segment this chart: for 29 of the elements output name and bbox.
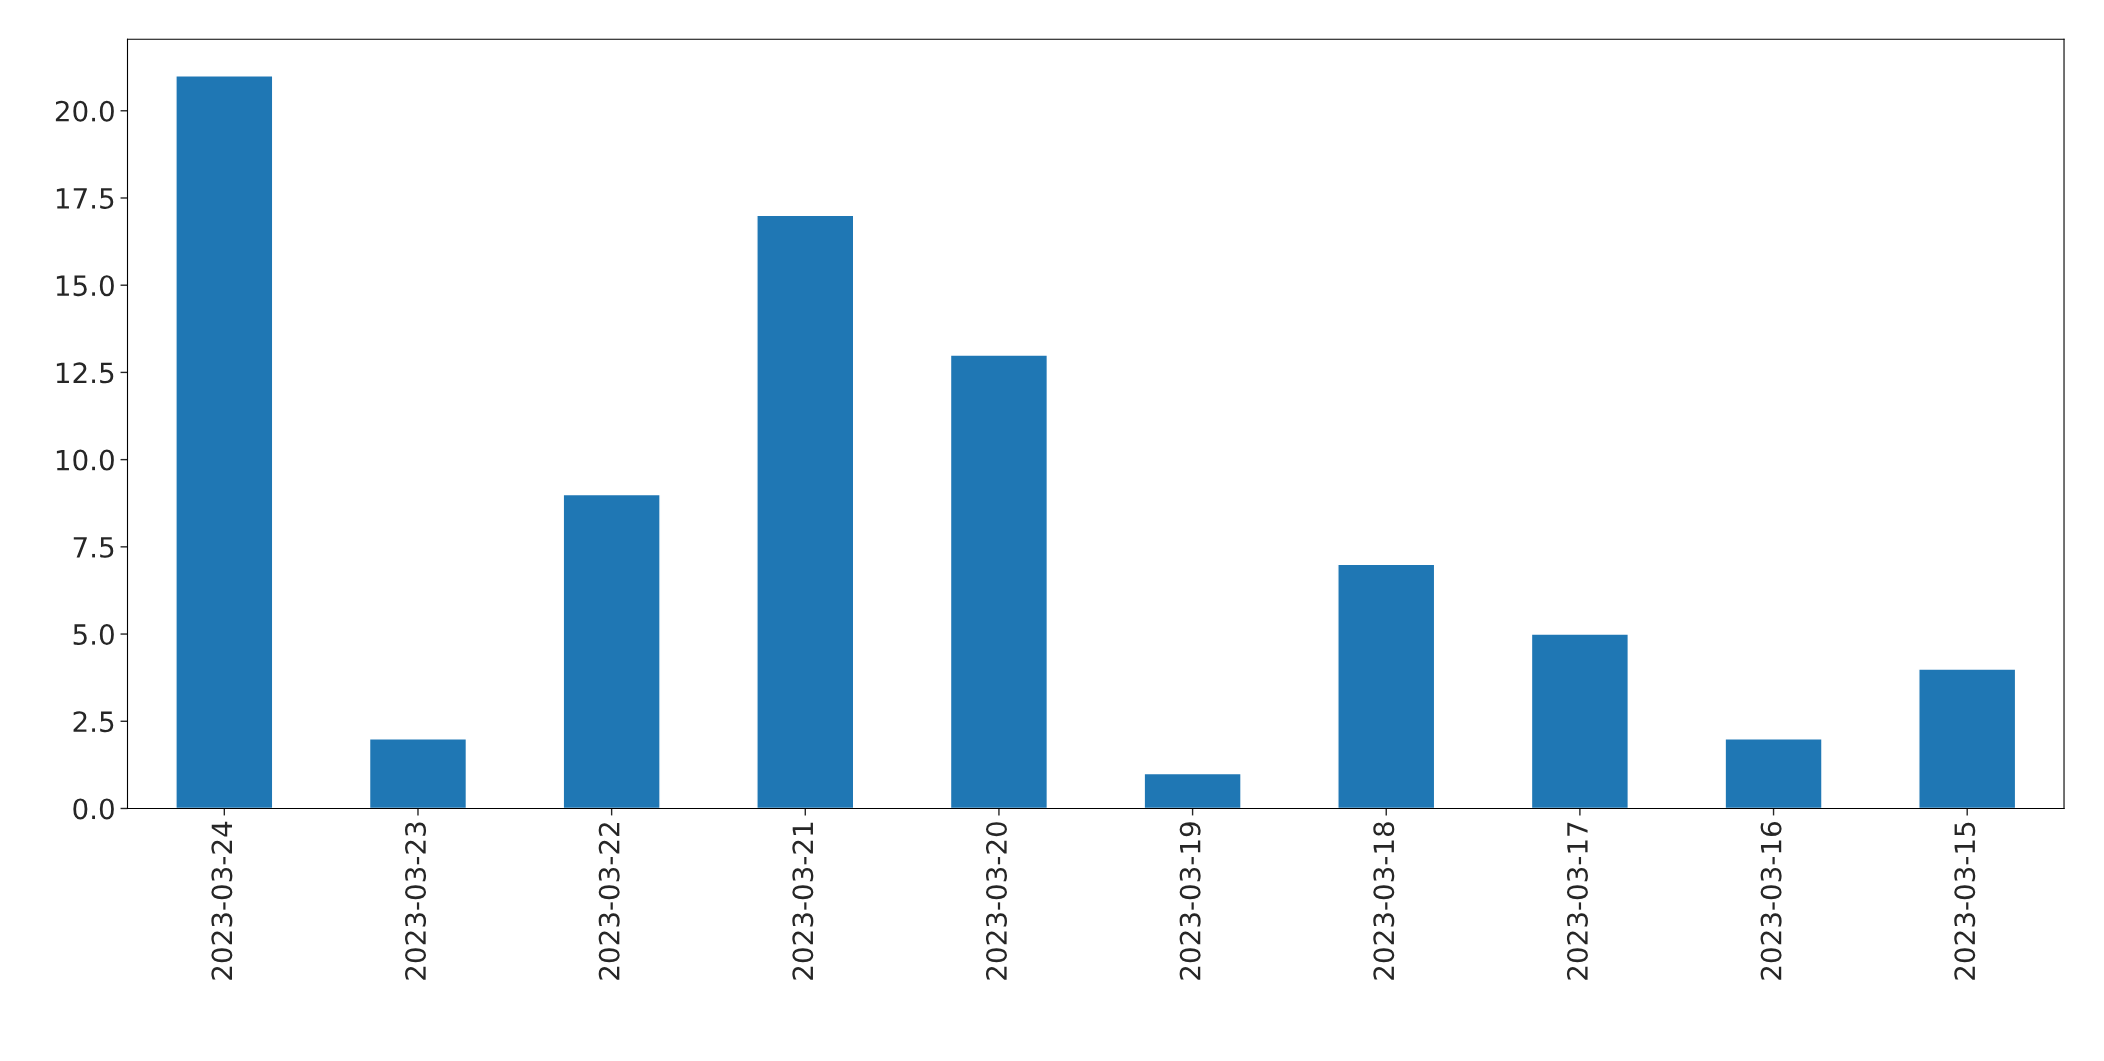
- bar: [1724, 738, 1823, 809]
- x-tick-label: 2023-03-23: [405, 822, 427, 980]
- x-tick-label: 2023-03-24: [211, 821, 233, 980]
- bar: [1143, 772, 1242, 809]
- y-tick-label: 12.5: [56, 362, 114, 384]
- bar: [562, 493, 661, 809]
- bar: [368, 738, 468, 809]
- bar: [1918, 668, 2017, 809]
- bar: [1337, 563, 1436, 809]
- y-tick-label: 5.0: [73, 623, 114, 645]
- bar: [1530, 633, 1630, 809]
- bar: [175, 75, 274, 809]
- x-tick-label: 2023-03-16: [1760, 822, 1782, 980]
- y-tick-label: 20.0: [55, 100, 114, 122]
- y-tick-label: 15.0: [56, 275, 114, 297]
- x-tick-label: 2023-03-20: [985, 822, 1007, 980]
- x-tick-label: 2023-03-21: [792, 822, 814, 980]
- y-tick-label: 10.0: [56, 449, 114, 471]
- y-tick-label: 7.5: [73, 537, 114, 558]
- x-tick-label: 2023-03-15: [1954, 822, 1976, 980]
- y-tick-label: 0.0: [73, 798, 114, 820]
- bar: [756, 214, 855, 809]
- y-tick-label: 2.5: [73, 711, 114, 733]
- x-tick-label: 2023-03-22: [598, 823, 620, 980]
- bar: [949, 354, 1049, 809]
- x-tick-label: 2023-03-17: [1566, 822, 1588, 980]
- x-tick-label: 2023-03-18: [1373, 822, 1395, 980]
- x-tick-label: 2023-03-19: [1179, 822, 1201, 980]
- y-tick-label: 17.5: [56, 188, 114, 209]
